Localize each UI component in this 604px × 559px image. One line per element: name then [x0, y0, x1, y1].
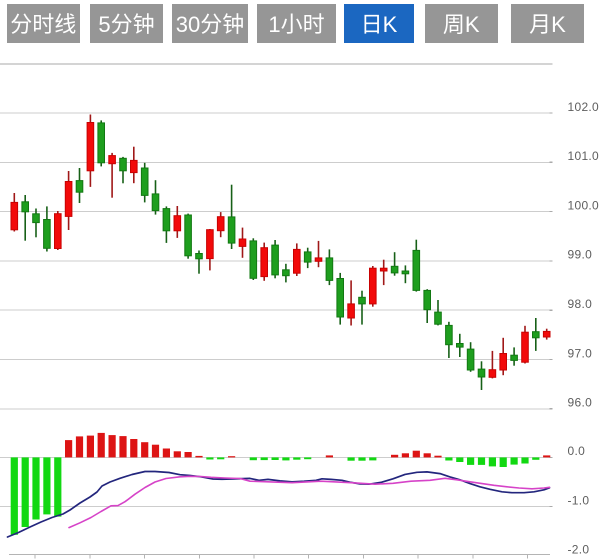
svg-text:99.0: 99.0 [568, 248, 593, 262]
svg-text:98.0: 98.0 [568, 297, 593, 311]
svg-text:96.0: 96.0 [568, 396, 593, 410]
svg-text:-2.0: -2.0 [568, 543, 590, 557]
svg-text:97.0: 97.0 [568, 346, 593, 360]
svg-text:100.0: 100.0 [568, 198, 600, 212]
svg-text:102.0: 102.0 [568, 100, 600, 114]
svg-text:-1.0: -1.0 [568, 493, 590, 507]
svg-text:0.0: 0.0 [568, 444, 586, 458]
svg-text:101.0: 101.0 [568, 149, 600, 163]
